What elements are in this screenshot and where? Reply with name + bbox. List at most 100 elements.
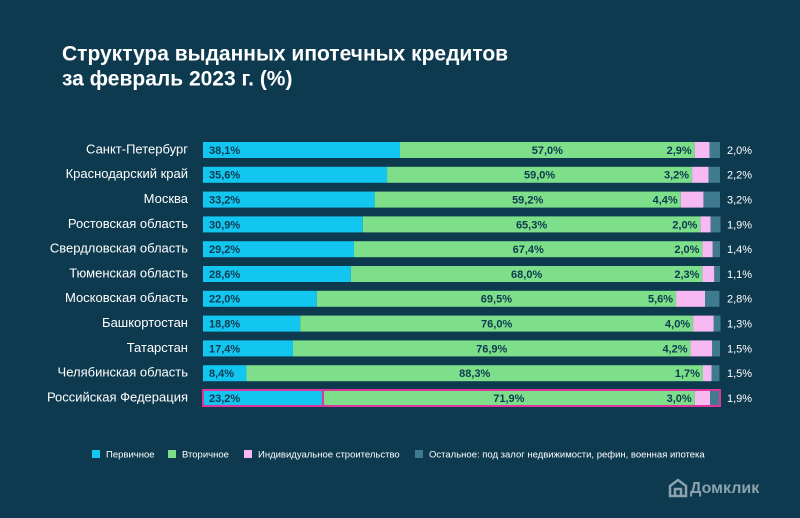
bar-segment bbox=[292, 340, 691, 357]
value-label: 29,2% bbox=[209, 244, 240, 256]
category-label: Ростовская область bbox=[68, 216, 188, 231]
bar-segment bbox=[203, 241, 354, 258]
bar-segment bbox=[203, 290, 317, 307]
value-label: 5,6% bbox=[648, 294, 673, 306]
bar-segment bbox=[374, 191, 681, 208]
highlight-outline bbox=[202, 389, 721, 407]
category-label: Московская область bbox=[65, 290, 188, 305]
value-label: 17,4% bbox=[209, 343, 240, 355]
bar-segment bbox=[694, 390, 711, 406]
bar-segment bbox=[387, 166, 693, 183]
value-label: 76,0% bbox=[481, 319, 512, 331]
value-label: 2,2% bbox=[727, 170, 752, 182]
bar-segment bbox=[203, 365, 247, 382]
value-label: 1,7% bbox=[675, 368, 700, 380]
legend-swatch bbox=[415, 450, 423, 458]
bar-segment bbox=[712, 340, 720, 357]
bar-segment bbox=[203, 390, 323, 406]
category-label: Тюменская область bbox=[69, 265, 188, 280]
category-label: Санкт-Петербург bbox=[86, 141, 188, 156]
legend-label: Индивидуальное строительство bbox=[258, 450, 400, 461]
value-label: 57,0% bbox=[532, 145, 563, 157]
chart-title: за февраль 2023 г. (%) bbox=[62, 68, 292, 91]
category-label: Челябинская область bbox=[58, 365, 189, 380]
value-label: 30,9% bbox=[209, 219, 240, 231]
value-label: 68,0% bbox=[511, 269, 542, 281]
category-label: Краснодарский край bbox=[66, 166, 188, 181]
bar-segment bbox=[203, 191, 375, 208]
bar-segment bbox=[705, 290, 720, 307]
value-label: 1,9% bbox=[727, 393, 752, 405]
value-label: 3,0% bbox=[667, 393, 692, 405]
bar-segment bbox=[709, 142, 720, 158]
value-label: 67,4% bbox=[513, 244, 544, 256]
value-label: 18,8% bbox=[209, 319, 240, 331]
bar-segment bbox=[702, 365, 712, 382]
value-label: 59,0% bbox=[524, 170, 555, 182]
value-label: 1,9% bbox=[727, 219, 752, 231]
bar-segment bbox=[322, 390, 695, 406]
bar-segment bbox=[316, 290, 677, 307]
bar-segment bbox=[300, 315, 694, 332]
value-label: 1,3% bbox=[727, 319, 752, 331]
bar-segment bbox=[680, 191, 704, 208]
value-label: 3,2% bbox=[727, 195, 752, 207]
bar-segment bbox=[203, 266, 351, 282]
value-label: 4,2% bbox=[662, 343, 687, 355]
legend-swatch bbox=[168, 450, 176, 458]
value-label: 69,5% bbox=[481, 294, 512, 306]
value-label: 76,9% bbox=[476, 343, 507, 355]
bar-segment bbox=[203, 340, 293, 357]
value-label: 3,2% bbox=[664, 170, 689, 182]
bar-segment bbox=[203, 216, 363, 233]
value-label: 71,9% bbox=[493, 393, 524, 405]
value-label: 35,6% bbox=[209, 170, 240, 182]
value-label: 2,3% bbox=[674, 269, 699, 281]
category-label: Свердловская область bbox=[50, 241, 188, 256]
bar-segment bbox=[713, 315, 721, 332]
value-label: 2,8% bbox=[727, 294, 752, 306]
legend-label: Остальное: под залог недвижимости, рефин… bbox=[429, 450, 705, 461]
value-label: 1,5% bbox=[727, 343, 752, 355]
bar-segment bbox=[694, 142, 710, 158]
bar-segment bbox=[203, 166, 388, 183]
bar-segment bbox=[708, 166, 720, 183]
bar-segment bbox=[702, 266, 715, 282]
value-label: 38,1% bbox=[209, 145, 240, 157]
bar-segment bbox=[692, 166, 709, 183]
bar-segment bbox=[703, 191, 720, 208]
category-label: Башкортостан bbox=[102, 315, 188, 330]
value-label: 23,2% bbox=[209, 393, 240, 405]
value-label: 88,3% bbox=[459, 368, 490, 380]
brand: Домклик bbox=[690, 480, 760, 497]
value-label: 2,0% bbox=[672, 219, 697, 231]
category-label: Татарстан bbox=[127, 340, 188, 355]
category-label: Российская Федерация bbox=[47, 389, 188, 404]
bar-segment bbox=[203, 142, 400, 158]
value-label: 1,5% bbox=[727, 368, 752, 380]
category-label: Москва bbox=[144, 191, 189, 206]
bar-segment bbox=[246, 365, 703, 382]
value-label: 22,0% bbox=[209, 294, 240, 306]
bar-segment bbox=[362, 216, 701, 233]
bar-segment bbox=[714, 266, 720, 282]
bar-segment bbox=[702, 241, 713, 258]
bar-segment bbox=[350, 266, 703, 282]
value-label: 65,3% bbox=[516, 219, 547, 231]
bar-segment bbox=[353, 241, 703, 258]
legend-label: Первичное bbox=[106, 450, 155, 461]
value-label: 2,0% bbox=[674, 244, 699, 256]
bar-segment bbox=[710, 390, 720, 406]
legend-swatch bbox=[92, 450, 100, 458]
bar-segment bbox=[711, 365, 720, 382]
bar-segment bbox=[203, 315, 301, 332]
brand-logo bbox=[668, 478, 688, 498]
value-label: 33,2% bbox=[209, 195, 240, 207]
legend-swatch bbox=[244, 450, 252, 458]
bar-segment bbox=[693, 315, 714, 332]
bar-segment bbox=[676, 290, 706, 307]
value-label: 1,1% bbox=[727, 269, 752, 281]
bar-segment bbox=[700, 216, 711, 233]
